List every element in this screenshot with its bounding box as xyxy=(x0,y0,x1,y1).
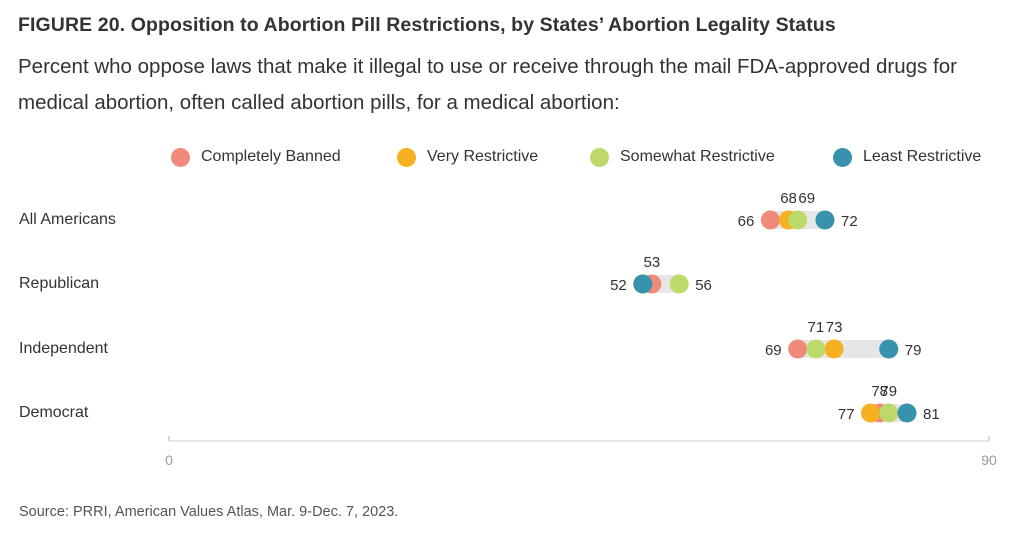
row-label-independent: Independent xyxy=(19,340,108,357)
legend-swatch-completely-banned xyxy=(171,147,190,167)
dot-least-restrictive xyxy=(897,403,917,423)
x-tick-label: 90 xyxy=(981,452,997,468)
legend-swatch-least-restrictive xyxy=(833,147,852,167)
row-label-republican: Republican xyxy=(19,275,100,292)
data-label: 69 xyxy=(798,190,815,207)
legend-label-somewhat-restrictive: Somewhat Restrictive xyxy=(620,148,775,165)
data-label: 79 xyxy=(905,342,922,359)
dot-least-restrictive xyxy=(879,339,899,359)
data-label: 52 xyxy=(610,277,627,294)
data-label: 68 xyxy=(780,190,797,207)
data-label: 56 xyxy=(695,277,712,294)
x-tick-label: 0 xyxy=(165,452,173,468)
dot-completely-banned xyxy=(788,339,808,359)
legend: Completely Banned Very Restrictive Somew… xyxy=(0,146,1024,170)
data-label: 79 xyxy=(880,383,897,400)
chart-subtitle: Percent who oppose laws that make it ill… xyxy=(18,55,957,114)
data-label: 73 xyxy=(826,319,843,336)
data-label: 81 xyxy=(923,406,940,423)
legend-label-least-restrictive: Least Restrictive xyxy=(863,148,982,165)
data-label: 71 xyxy=(808,319,825,336)
data-label: 66 xyxy=(738,213,755,230)
legend-item-least-restrictive: Least Restrictive xyxy=(833,146,981,168)
legend-item-completely-banned: Completely Banned xyxy=(171,146,341,168)
dot-very-restrictive xyxy=(861,403,881,423)
data-label: 72 xyxy=(841,213,858,230)
dot-least-restrictive xyxy=(633,274,653,294)
legend-swatch-very-restrictive xyxy=(397,147,416,167)
data-label: 78 xyxy=(871,383,888,400)
chart-title: FIGURE 20. Opposition to Abortion Pill R… xyxy=(18,14,836,36)
dot-least-restrictive xyxy=(815,210,835,230)
data-label: 69 xyxy=(765,342,782,359)
row-label-democrat: Democrat xyxy=(19,404,89,421)
dot-somewhat-restrictive xyxy=(669,274,689,294)
legend-label-completely-banned: Completely Banned xyxy=(201,148,341,165)
legend-label-very-restrictive: Very Restrictive xyxy=(427,148,539,165)
data-label: 77 xyxy=(838,406,855,423)
dot-completely-banned xyxy=(760,210,780,230)
row-label-all-americans: All Americans xyxy=(19,211,116,228)
legend-swatch-somewhat-restrictive xyxy=(590,147,609,167)
dot-very-restrictive xyxy=(824,339,844,359)
legend-item-very-restrictive: Very Restrictive xyxy=(397,146,538,168)
source-note: Source: PRRI, American Values Atlas, Mar… xyxy=(19,504,399,520)
dot-somewhat-restrictive xyxy=(879,403,899,423)
data-label: 53 xyxy=(644,254,661,271)
dot-somewhat-restrictive xyxy=(806,339,826,359)
dot-somewhat-restrictive xyxy=(788,210,808,230)
legend-item-somewhat-restrictive: Somewhat Restrictive xyxy=(590,146,775,168)
